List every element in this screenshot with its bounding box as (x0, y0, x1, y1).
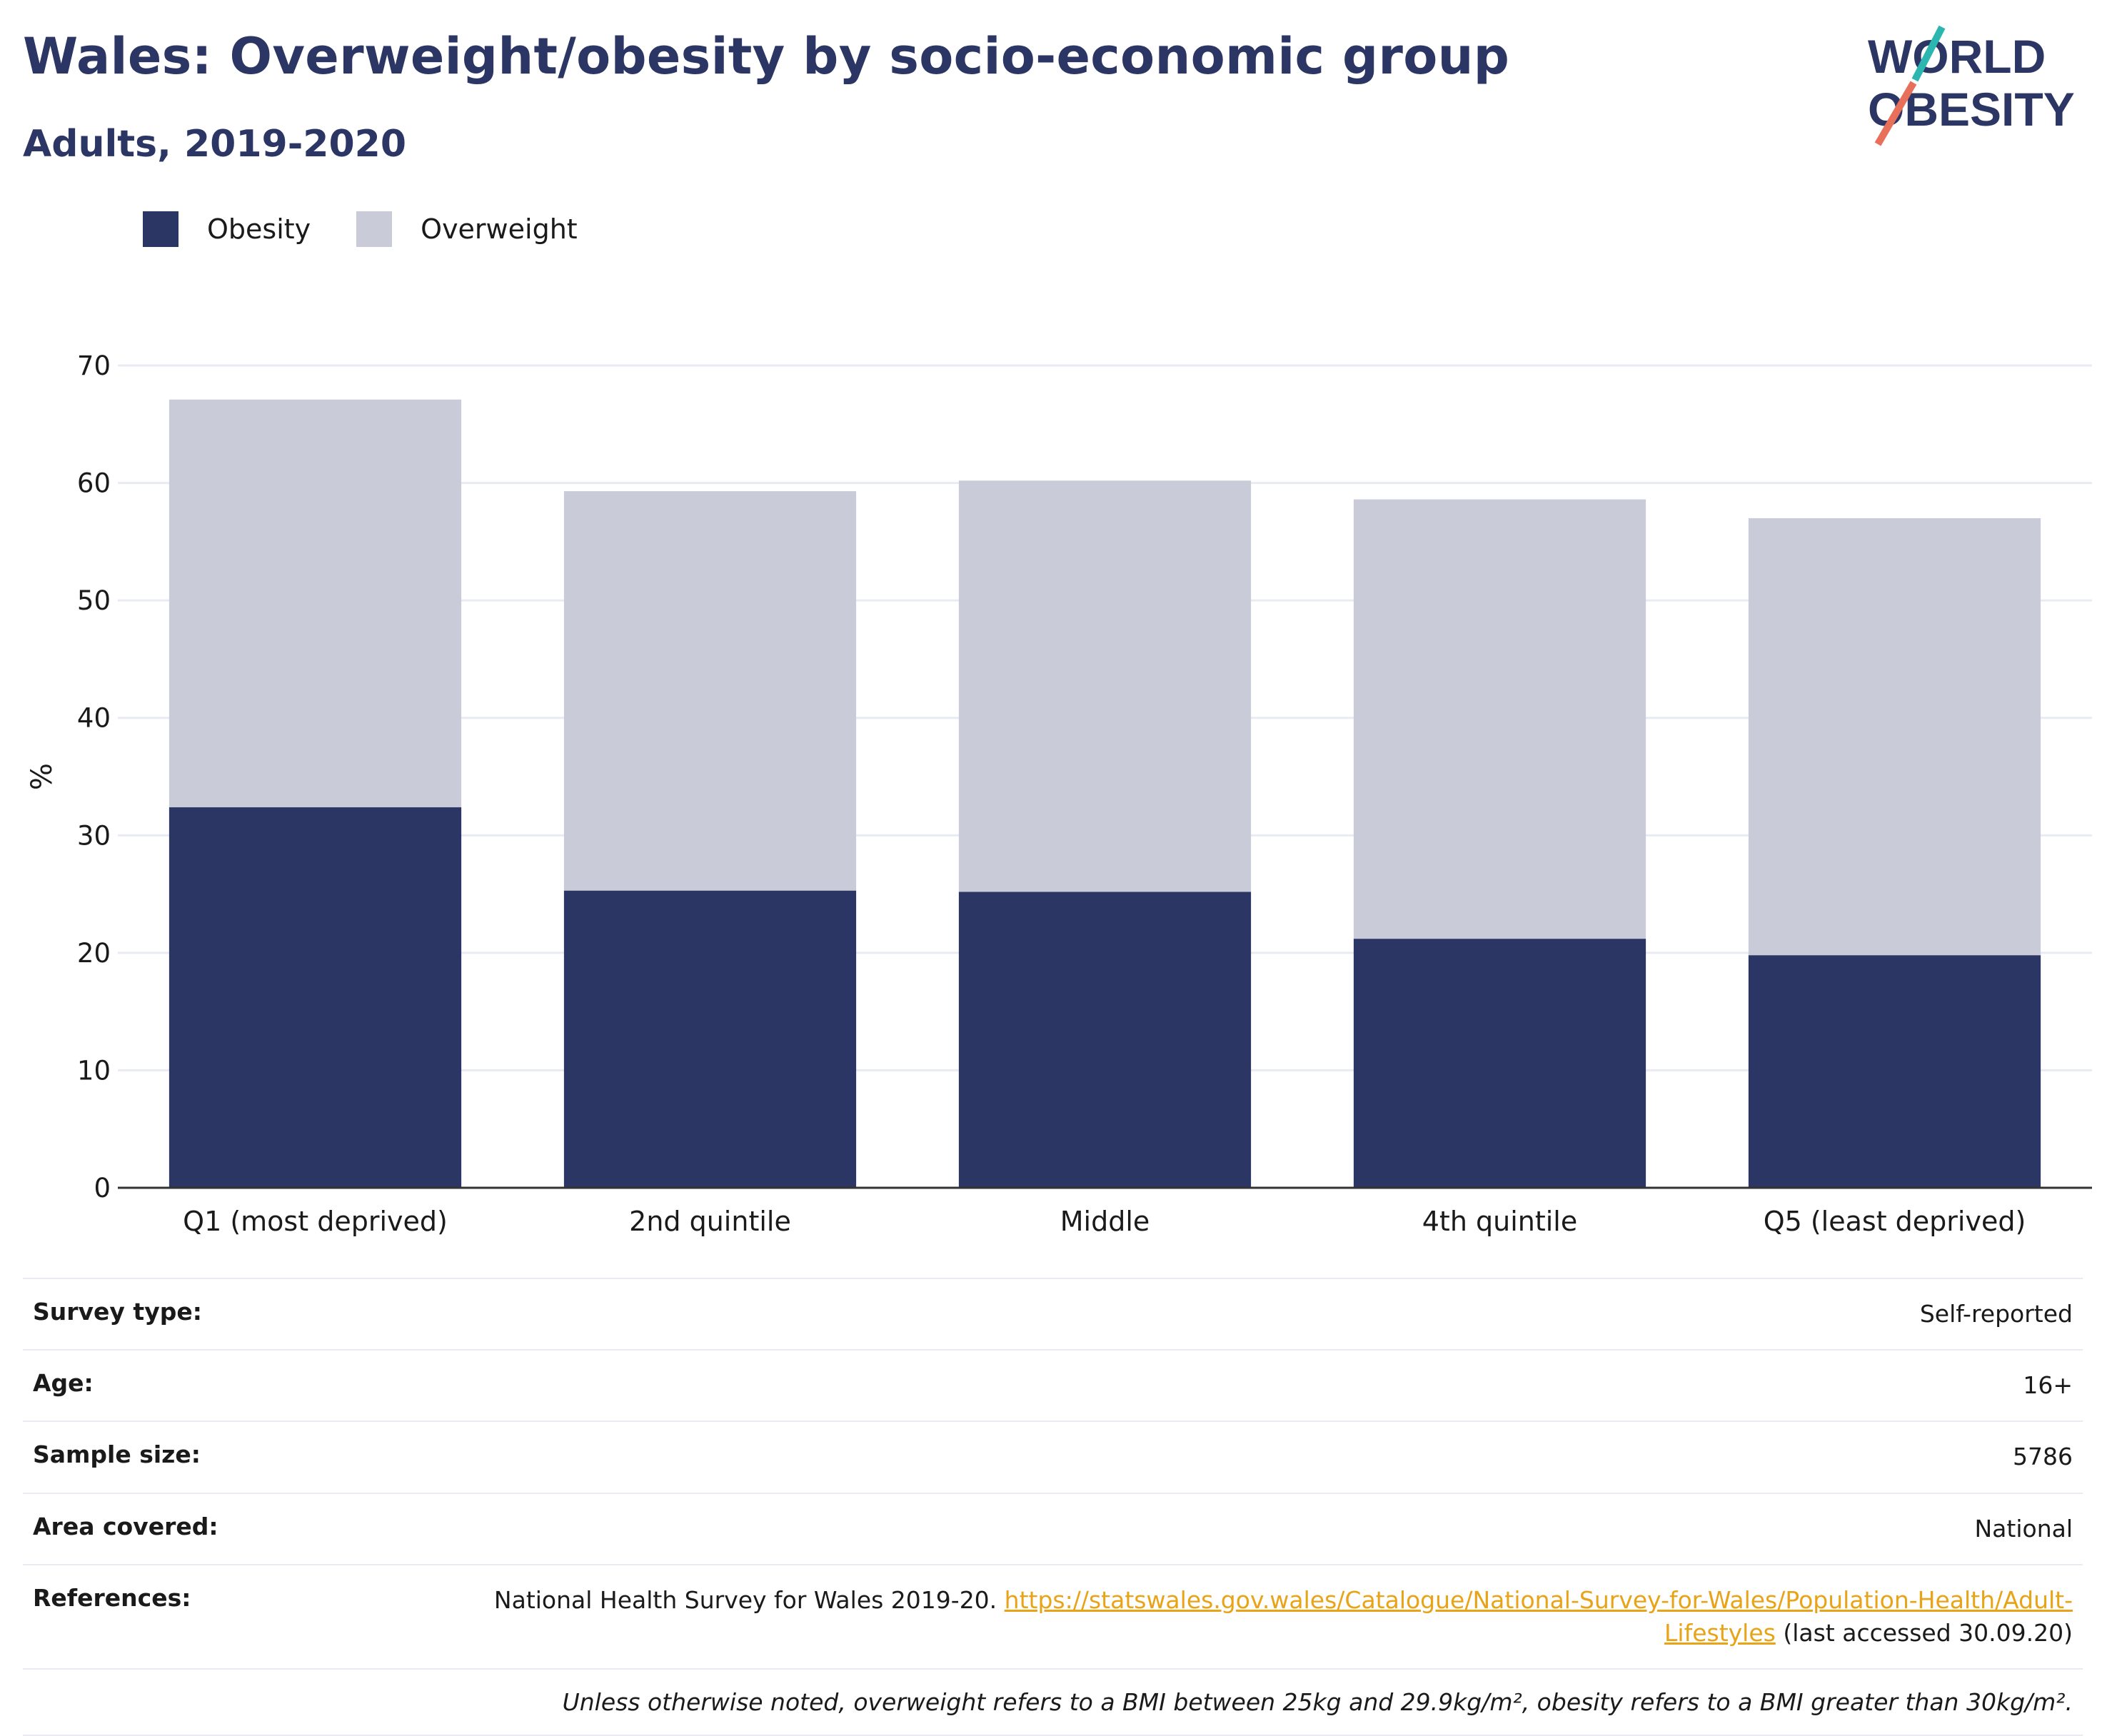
meta-value-survey-type: Self-reported (1919, 1300, 2073, 1328)
bar-overweight-0 (169, 399, 462, 807)
x-tick-label-1: 2nd quintile (629, 1206, 791, 1237)
x-tick-label-4: Q5 (least deprived) (1764, 1206, 2026, 1237)
y-axis-label: % (26, 763, 59, 790)
meta-row-survey-type: Survey type: Self-reported (23, 1278, 2083, 1349)
bar-overweight-4 (1748, 518, 2041, 956)
y-tick-label-40: 40 (77, 703, 111, 734)
meta-value-age: 16+ (2023, 1371, 2073, 1400)
meta-value-sample-size: 5786 (2013, 1443, 2073, 1471)
bar-overweight-2 (958, 480, 1252, 892)
meta-label-area: Area covered: (33, 1512, 218, 1540)
meta-value-area: National (1974, 1514, 2073, 1543)
meta-label-age: Age: (33, 1369, 94, 1398)
bar-obesity-4 (1748, 955, 2041, 1188)
legend-item-obesity[interactable]: Obesity (143, 211, 311, 247)
stacked-bar-chart: 0 10 20 30 40 50 60 70% Q1 (most deprived) 2nd qu… (26, 350, 2092, 1237)
y-tick-label-70: 70 (77, 350, 111, 381)
x-tick-label-0: Q1 (most deprived) (183, 1206, 448, 1237)
meta-label-survey-type: Survey type: (33, 1298, 202, 1326)
meta-value-references: National Health Survey for Wales 2019-20… (431, 1584, 2073, 1650)
y-tick-label-20: 20 (77, 938, 111, 969)
meta-row-sample-size: Sample size: 5786 (23, 1420, 2083, 1492)
meta-row-area: Area covered: National (23, 1492, 2083, 1564)
chart-legend: Obesity Overweight (143, 211, 623, 247)
logo-line2: OBESITY (1868, 83, 2075, 136)
y-tick-label-30: 30 (77, 820, 111, 851)
y-tick-label-0: 0 (94, 1173, 111, 1203)
legend-item-overweight[interactable]: Overweight (356, 211, 578, 247)
x-tick-label-3: 4th quintile (1422, 1206, 1577, 1237)
references-link[interactable]: https://statswales.gov.wales/Catalogue/N… (1004, 1585, 2073, 1647)
x-tick-label-2: Middle (1060, 1206, 1150, 1237)
y-tick-label-10: 10 (77, 1055, 111, 1086)
bmi-definition-note: Unless otherwise noted, overweight refer… (23, 1668, 2083, 1736)
logo-slash-teal (1911, 25, 1946, 82)
bar-overweight-1 (563, 491, 857, 891)
metadata-table: Survey type: Self-reported Age: 16+ Samp… (23, 1278, 2083, 1736)
meta-label-sample-size: Sample size: (33, 1440, 201, 1469)
legend-swatch-obesity (143, 211, 178, 247)
legend-swatch-overweight (356, 211, 393, 247)
legend-label-obesity: Obesity (207, 213, 311, 245)
logo-slash-coral (1874, 81, 1917, 146)
bar-obesity-3 (1353, 939, 1646, 1188)
meta-row-age: Age: 16+ (23, 1349, 2083, 1420)
bar-obesity-2 (958, 892, 1252, 1188)
chart-subtitle: Adults, 2019-2020 (23, 123, 407, 166)
world-obesity-logo: WORLD OBESITY (1868, 25, 2075, 146)
bar-obesity-0 (169, 807, 462, 1188)
references-accessed: (last accessed 30.09.20) (1783, 1618, 2073, 1647)
logo-line1: WORLD (1868, 30, 2046, 83)
meta-label-references: References: (33, 1583, 191, 1612)
references-text: National Health Survey for Wales 2019-20… (493, 1585, 997, 1614)
meta-row-references: References: National Health Survey for W… (23, 1563, 2083, 1668)
chart-title: Wales: Overweight/obesity by socio-econo… (23, 27, 1510, 86)
legend-label-overweight: Overweight (421, 213, 578, 245)
y-tick-label-60: 60 (77, 468, 111, 499)
bar-obesity-1 (563, 890, 857, 1188)
y-tick-label-50: 50 (77, 585, 111, 616)
bar-overweight-3 (1353, 499, 1646, 939)
